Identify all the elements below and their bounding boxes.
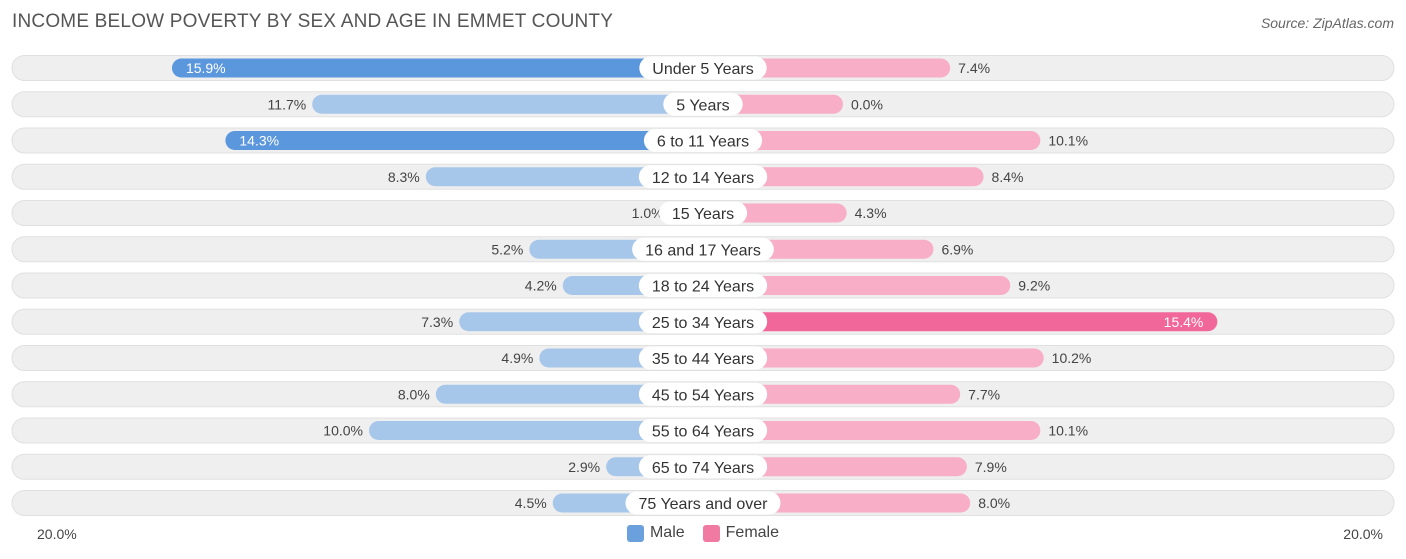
male-bar — [435, 384, 703, 404]
axis-right-label: 20.0% — [1343, 526, 1383, 542]
male-value-label: 2.9% — [568, 459, 600, 475]
male-bar — [225, 131, 703, 150]
female-value-label: 8.0% — [978, 495, 1010, 511]
category-pill — [632, 237, 774, 261]
category-pill — [625, 491, 781, 515]
female-bar — [703, 167, 984, 187]
female-value-label: 9.2% — [1018, 278, 1050, 294]
legend-label-male: Male — [649, 524, 685, 541]
female-value-label: 10.1% — [1048, 423, 1088, 439]
male-value-label: 8.3% — [388, 169, 420, 185]
legend-item-male[interactable]: Male — [626, 524, 685, 542]
chart-svg: 15.9% 7.4% Under 5 Years 11.7% 0.0% 5 Years 14… — [11, 55, 1395, 516]
category-pill — [639, 56, 767, 80]
female-bar — [703, 348, 1044, 368]
category-label: 5 Years — [676, 97, 729, 114]
category-label: 15 Years — [672, 206, 734, 223]
male-bar — [171, 58, 703, 78]
male-bar — [425, 167, 703, 187]
category-pill — [638, 382, 768, 406]
legend-item-female[interactable]: Female — [702, 524, 780, 542]
legend-label-female: Female — [725, 524, 780, 541]
category-pill — [663, 92, 743, 116]
category-label: 18 to 24 Years — [652, 279, 754, 296]
category-pill — [638, 274, 768, 297]
female-value-label: 4.3% — [855, 205, 887, 221]
female-value-label: 6.9% — [941, 241, 973, 257]
male-value-label: 4.2% — [525, 278, 557, 294]
category-label: 25 to 34 Years — [652, 315, 754, 332]
female-value-label: 0.0% — [851, 96, 883, 112]
category-label: 35 to 44 Years — [652, 351, 754, 368]
category-pill — [638, 346, 768, 370]
category-pill — [643, 129, 763, 152]
female-value-label: 7.9% — [975, 459, 1007, 475]
legend-swatch-female — [702, 524, 720, 542]
male-value-label: 11.7% — [268, 96, 307, 112]
male-bar — [312, 94, 703, 114]
male-value-label: 7.3% — [421, 314, 453, 330]
female-bar — [703, 312, 1218, 332]
male-value-label: 1.0% — [632, 205, 664, 221]
male-value-label: 8.0% — [398, 386, 430, 402]
female-value-label: 7.4% — [958, 60, 990, 76]
category-label: 75 Years and over — [639, 496, 769, 513]
female-value-label: 10.2% — [1052, 350, 1092, 366]
male-value-label: 4.9% — [501, 350, 533, 366]
female-bar — [703, 421, 1041, 440]
male-value-label: 5.2% — [491, 241, 523, 257]
male-bar — [369, 421, 703, 440]
category-label: 12 to 14 Years — [652, 170, 754, 187]
category-pill — [658, 201, 748, 225]
female-value-label: 7.7% — [968, 386, 1000, 402]
category-pill — [638, 310, 768, 334]
legend: Male Female — [0, 524, 1406, 542]
female-bar — [703, 384, 961, 404]
female-value-label: 8.4% — [992, 169, 1024, 185]
female-bar — [703, 457, 967, 477]
category-label: 55 to 64 Years — [652, 424, 754, 441]
male-value-label: 14.3% — [239, 133, 279, 149]
female-bar — [703, 131, 1041, 150]
category-label: 6 to 11 Years — [657, 134, 749, 151]
source-label: Source: ZipAtlas.com — [1260, 15, 1394, 31]
male-value-label: 15.9% — [186, 60, 226, 76]
female-value-label: 10.1% — [1048, 133, 1088, 149]
category-label: 16 and 17 Years — [645, 242, 761, 259]
chart-title: INCOME BELOW POVERTY BY SEX AND AGE IN E… — [12, 11, 614, 32]
category-pill — [638, 455, 768, 479]
category-pill — [638, 419, 768, 442]
female-bar — [703, 276, 1011, 295]
category-label: 45 to 54 Years — [652, 387, 754, 404]
female-value-label: 15.4% — [1164, 314, 1204, 330]
axis-left-label: 20.0% — [37, 526, 77, 542]
category-label: Under 5 Years — [652, 61, 753, 78]
male-value-label: 4.5% — [515, 495, 547, 511]
legend-swatch-male — [626, 524, 644, 542]
category-label: 65 to 74 Years — [652, 460, 754, 477]
male-value-label: 10.0% — [323, 423, 363, 439]
category-pill — [638, 165, 768, 189]
